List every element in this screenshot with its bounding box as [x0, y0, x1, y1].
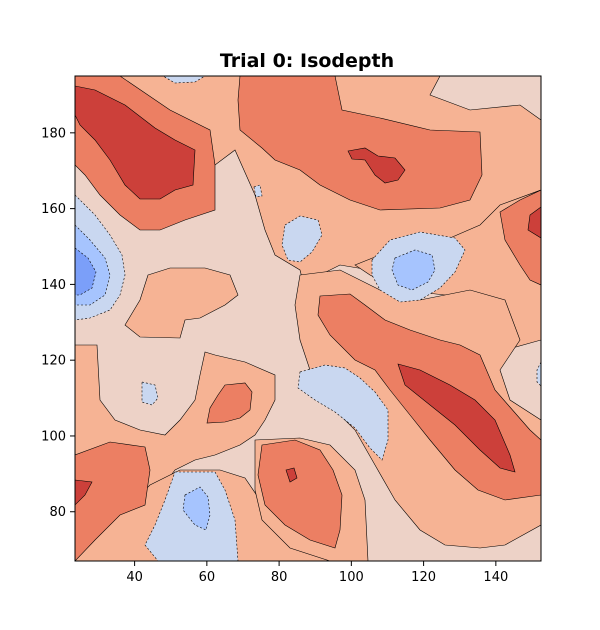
x-tick-label: 60	[199, 570, 216, 585]
contour-region-red	[347, 147, 406, 184]
y-tick-label: 100	[41, 429, 66, 444]
x-tick-label: 140	[483, 570, 508, 585]
plot-frame	[74, 75, 542, 562]
contour-region-red	[397, 363, 516, 473]
contour-region-light-blue	[141, 381, 159, 406]
x-tick-label: 40	[126, 570, 143, 585]
contour-region-light-blue	[297, 364, 389, 461]
contour-region-red	[285, 467, 298, 483]
x-axis: 40 60 80 100 120 140	[126, 561, 508, 585]
contour-region-light-blue	[536, 361, 541, 387]
contour-region-light-blue	[253, 184, 263, 198]
contour-region-orange	[257, 439, 343, 549]
contour-region-red	[527, 206, 541, 239]
x-tick-label: 100	[339, 570, 364, 585]
x-tick-label: 120	[411, 570, 436, 585]
contour-region-red	[75, 479, 93, 506]
y-tick-label: 180	[41, 126, 66, 141]
y-tick-label: 120	[41, 354, 66, 369]
contour-region-orange	[75, 441, 151, 561]
contour-region-light-blue	[162, 76, 206, 84]
chart-title: Trial 0: Isodepth	[220, 50, 394, 72]
contour-region-light-orange	[124, 267, 239, 339]
contour-region-blue	[182, 486, 211, 531]
y-tick-label: 140	[41, 278, 66, 293]
contour-region-blue	[391, 249, 436, 291]
contour-field	[75, 76, 541, 561]
contour-region-orange	[499, 189, 541, 286]
x-tick-label: 80	[271, 570, 288, 585]
contour-region-orange	[206, 382, 253, 424]
y-tick-label: 160	[41, 202, 66, 217]
contour-region-strong-blue	[75, 247, 97, 296]
y-tick-label: 80	[49, 505, 66, 520]
contour-region-red	[75, 85, 196, 200]
contour-region-orange	[237, 76, 483, 211]
contour-region-light-blue	[281, 215, 323, 263]
y-axis: 80 100 120 140 160 180	[41, 126, 75, 520]
